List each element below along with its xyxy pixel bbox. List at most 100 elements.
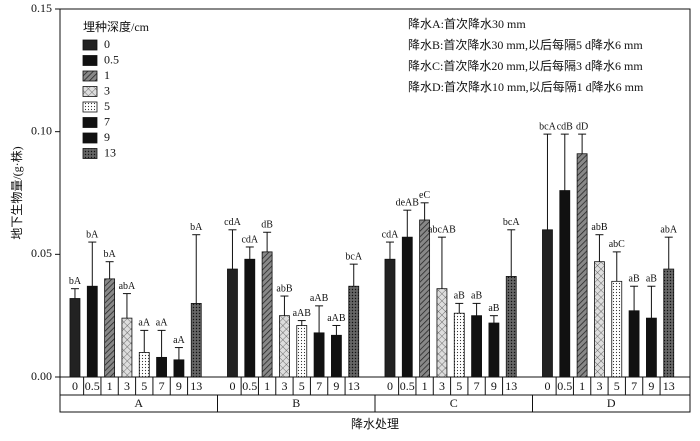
bar	[559, 190, 571, 378]
bar-annotation: bcA	[539, 121, 556, 132]
x-tick-label: 7	[316, 379, 322, 393]
legend-swatch	[82, 39, 98, 51]
x-tick-label: 1	[264, 379, 270, 393]
bar-annotation: bcA	[503, 217, 520, 228]
x-group-label: B	[292, 396, 300, 410]
y-axis-label: 地下生物量/(g·株)	[9, 146, 24, 239]
bar	[313, 332, 325, 378]
bar	[331, 334, 342, 378]
legend-swatch	[82, 148, 98, 159]
legend-label: 0	[104, 37, 110, 51]
bar	[348, 285, 360, 378]
bar	[279, 315, 290, 378]
bar	[104, 278, 116, 378]
bar-annotation: aA	[173, 335, 185, 346]
x-tick-label: 13	[505, 379, 517, 393]
bar	[419, 219, 431, 378]
bar	[296, 325, 308, 378]
x-tick-label: 0.5	[242, 379, 257, 393]
bar-annotation: dD	[576, 121, 588, 132]
bar	[86, 285, 98, 378]
bar-annotation: abA	[660, 224, 677, 235]
legend-label: 9	[104, 130, 110, 144]
x-tick-label: 0.5	[85, 379, 100, 393]
bar	[576, 153, 588, 378]
annotation: 降水C:首次降水20 mm,以后每隔3 d降水6 mm	[408, 58, 643, 73]
y-tick-label: 0.15	[31, 1, 52, 15]
bar	[384, 258, 396, 378]
x-tick-label: 3	[281, 379, 287, 393]
y-tick-label: 0.05	[31, 246, 52, 260]
x-tick-label: 9	[648, 379, 654, 393]
x-tick-label: 1	[422, 379, 428, 393]
bar	[244, 258, 256, 378]
legend-label: 13	[104, 145, 116, 159]
legend-swatch	[82, 117, 98, 128]
x-axis-label: 降水处理	[351, 417, 399, 431]
x-tick-label: 5	[456, 379, 462, 393]
bar-annotation: aA	[156, 318, 168, 329]
legend-swatch	[82, 70, 98, 82]
x-group-label: C	[450, 396, 458, 410]
bar	[594, 261, 605, 378]
bar-annotation: dB	[261, 220, 273, 231]
bar	[138, 352, 150, 378]
bar	[453, 312, 465, 378]
bar-annotation: cdA	[224, 217, 241, 228]
bar	[628, 310, 640, 378]
bar	[227, 268, 238, 378]
x-tick-label: 3	[439, 379, 445, 393]
x-tick-label: 0.5	[400, 379, 415, 393]
x-group-label: D	[607, 396, 616, 410]
bar-annotation: abC	[609, 239, 625, 250]
bar-annotation: aB	[646, 274, 657, 285]
bar-annotation: abA	[119, 281, 136, 292]
legend-swatch	[82, 55, 98, 66]
bar-annotation: aB	[488, 303, 499, 314]
bar	[173, 359, 185, 378]
x-tick-label: 0	[72, 379, 78, 393]
x-group-label: A	[134, 396, 143, 410]
bar	[401, 236, 413, 378]
bar-annotation: abcAB	[428, 224, 456, 235]
x-tick-label: 5	[614, 379, 620, 393]
x-tick-label: 0	[229, 379, 235, 393]
bar-annotation: bcA	[345, 251, 362, 262]
bar	[121, 317, 133, 378]
x-tick-label: 13	[190, 379, 202, 393]
bar-annotation: abB	[276, 283, 292, 294]
bar-annotation: aA	[138, 318, 150, 329]
annotation: 降水D:首次降水10 mm,以后每隔1 d降水6 mm	[408, 79, 644, 94]
bar-annotation: aB	[471, 291, 482, 302]
bar-annotation: aB	[629, 274, 640, 285]
y-tick-label: 0.10	[31, 123, 52, 137]
bar-annotation: bA	[190, 222, 203, 233]
bar	[156, 356, 167, 378]
bar	[646, 317, 657, 378]
x-tick-label: 9	[176, 379, 182, 393]
bar	[611, 280, 623, 378]
bar-annotation: aB	[454, 291, 465, 302]
x-tick-label: 9	[333, 379, 339, 393]
x-tick-label: 3	[596, 379, 602, 393]
x-tick-label: 0	[387, 379, 393, 393]
legend-label: 0.5	[104, 52, 119, 66]
x-tick-label: 7	[474, 379, 480, 393]
bar	[505, 276, 517, 378]
bar	[471, 315, 482, 378]
x-tick-label: 5	[299, 379, 305, 393]
x-tick-label: 1	[579, 379, 585, 393]
bar	[261, 251, 273, 378]
bar-annotation: bA	[86, 229, 99, 240]
bar-annotation: eC	[419, 190, 430, 201]
x-tick-label: 7	[159, 379, 165, 393]
bar	[436, 288, 448, 378]
y-tick-label: 0.00	[31, 369, 52, 383]
bar-annotation: abB	[591, 222, 607, 233]
legend-label: 7	[104, 114, 110, 128]
bar	[69, 298, 81, 378]
bar	[190, 302, 202, 378]
bar-annotation: aAB	[310, 293, 329, 304]
bar-annotation: aAB	[327, 313, 346, 324]
